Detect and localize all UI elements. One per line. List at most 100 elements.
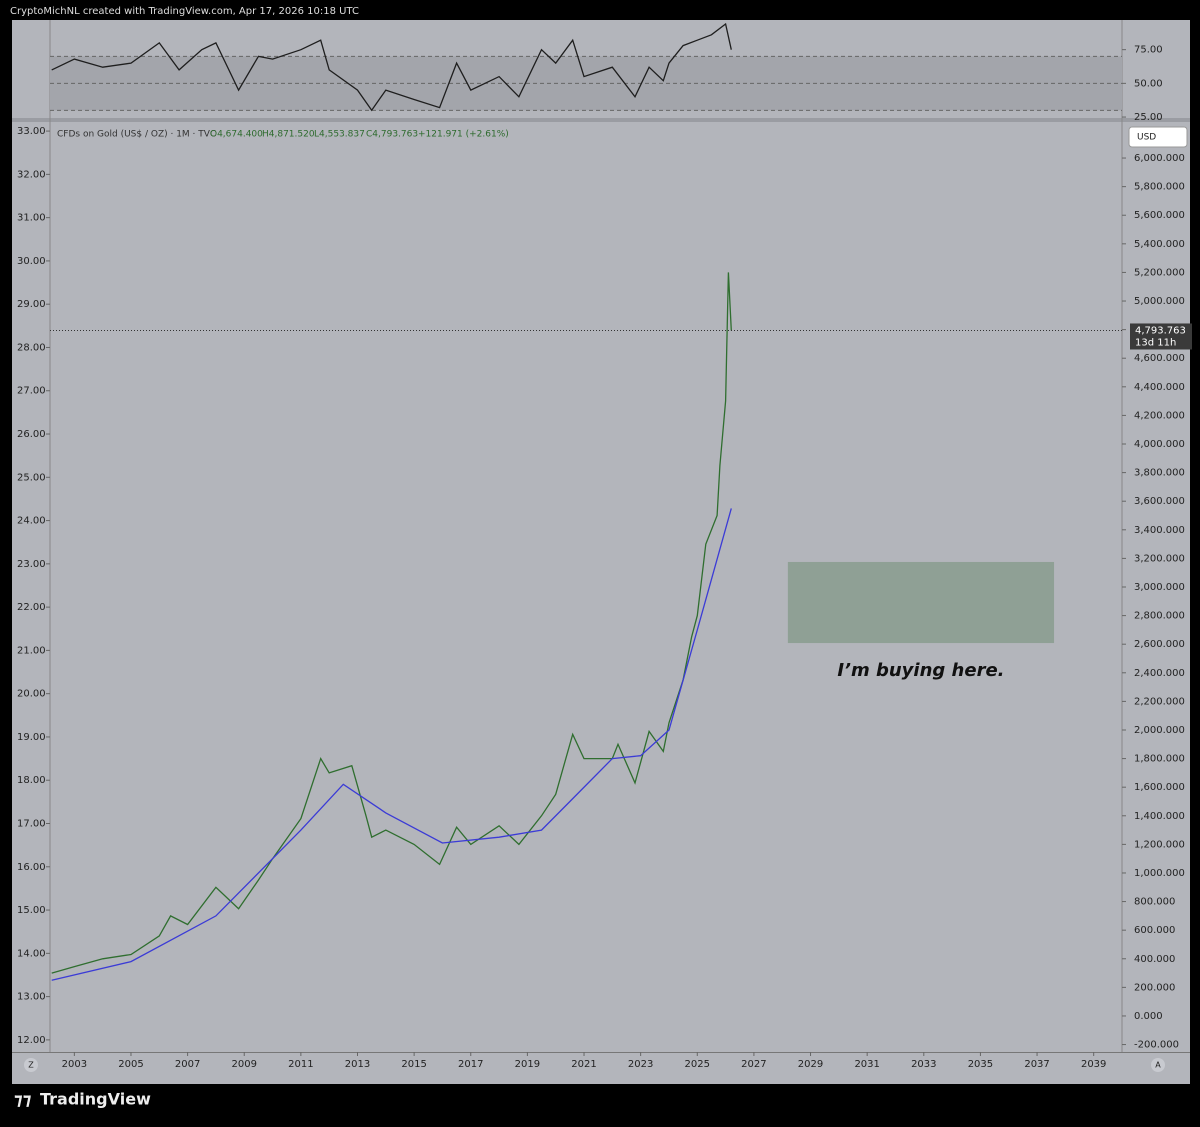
legend-low: L4,553.837 [314,130,365,140]
y2-tick-label: 33.00 [17,126,46,137]
y2-tick-label: 17.00 [17,819,46,830]
legend-high: H4,871.520 [262,130,315,140]
y2-tick-label: 26.00 [17,429,46,440]
y-tick-label: 25.00 [1134,112,1163,123]
x-tick-label: 2007 [175,1059,200,1070]
y-tick-label: 200.000 [1134,982,1175,993]
y-tick-label: 1,200.000 [1134,839,1185,850]
y2-tick-label: 14.00 [17,948,46,959]
y2-tick-label: 13.00 [17,992,46,1003]
button-a[interactable] [1151,1058,1165,1072]
button-z[interactable] [24,1058,38,1072]
currency-button[interactable] [1128,126,1188,148]
x-tick-label: 2029 [798,1059,823,1070]
x-tick-label: 2035 [968,1059,993,1070]
annotation: I’m buying here. [837,660,1004,681]
y2-tick-label: 29.00 [17,299,46,310]
x-tick-label: 2019 [515,1059,540,1070]
last-price-box [1130,323,1192,350]
y-tick-label: 50.00 [1134,78,1163,89]
x-tick-label: 2013 [345,1059,370,1070]
x-tick-label: 2025 [685,1059,710,1070]
y-tick-label: 2,400.000 [1134,668,1185,679]
zone [787,561,1055,644]
currency-label[interactable]: USD [1137,133,1156,143]
x-tick-label: 2039 [1081,1059,1106,1070]
x-tick-label: 2005 [118,1059,143,1070]
countdown-label: 13d 11h [1135,337,1176,348]
y-tick-label: 5,000.000 [1134,296,1185,307]
y-tick-label: 2,800.000 [1134,611,1185,622]
y2-tick-label: 32.00 [17,169,46,180]
y-tick-label: -200.000 [1134,1040,1179,1051]
y-tick-label: 4,600.000 [1134,353,1185,364]
y-tick-label: 3,200.000 [1134,553,1185,564]
chart-area [12,20,1190,1084]
y2-tick-label: 15.00 [17,905,46,916]
button-a-label[interactable]: A [1155,1061,1161,1070]
y2-tick-label: 19.00 [17,732,46,743]
y-tick-label: 400.000 [1134,954,1175,965]
y-tick-label: 4,000.000 [1134,439,1185,450]
y2-tick-label: 25.00 [17,472,46,483]
y-tick-label: 1,800.000 [1134,754,1185,765]
y2-tick-label: 18.00 [17,775,46,786]
legend-change: +121.971 (+2.61%) [418,130,509,140]
y-tick-label: 600.000 [1134,925,1175,936]
y-tick-label: 2,200.000 [1134,696,1185,707]
x-tick-label: 2021 [571,1059,596,1070]
y-tick-label: 1,400.000 [1134,811,1185,822]
y2-tick-label: 12.00 [17,1035,46,1046]
y-tick-label: 0.000 [1134,1011,1163,1022]
y2-tick-label: 21.00 [17,645,46,656]
legend-symbol: CFDs on Gold (US$ / OZ) · 1M · TVC [57,130,216,140]
y2-tick-label: 23.00 [17,559,46,570]
y-tick-label: 3,600.000 [1134,496,1185,507]
y2-tick-label: 30.00 [17,256,46,267]
y-tick-label: 1,600.000 [1134,782,1185,793]
y2-tick-label: 24.00 [17,516,46,527]
time-axis-line [12,1052,1190,1053]
series-line [51,508,732,981]
x-tick-label: 2031 [854,1059,879,1070]
y-tick-label: 2,600.000 [1134,639,1185,650]
y2-tick-label: 28.00 [17,342,46,353]
y-tick-label: 4,400.000 [1134,382,1185,393]
y2-tick-label: 16.00 [17,862,46,873]
x-tick-label: 2037 [1024,1059,1049,1070]
series-line [51,22,732,112]
y-tick-label: 5,800.000 [1134,182,1185,193]
y-tick-label: 3,800.000 [1134,468,1185,479]
y2-tick-label: 22.00 [17,602,46,613]
last-price-label: 4,793.763 [1135,325,1186,336]
pane-divider [12,118,1190,122]
y-tick-label: 5,200.000 [1134,267,1185,278]
x-tick-label: 2003 [62,1059,87,1070]
x-tick-label: 2027 [741,1059,766,1070]
x-tick-label: 2017 [458,1059,483,1070]
x-tick-label: 2011 [288,1059,313,1070]
y2-tick-label: 20.00 [17,689,46,700]
legend-close: C4,793.763 [366,130,418,140]
series-line [51,272,732,974]
logo-mark: ⁊⁊ [14,1090,31,1110]
y-tick-label: 6,000.000 [1134,153,1185,164]
y-tick-label: 75.00 [1134,45,1163,56]
y-tick-label: 1,000.000 [1134,868,1185,879]
y-tick-label: 5,600.000 [1134,210,1185,221]
x-tick-label: 2009 [232,1059,257,1070]
button-z-label[interactable]: Z [28,1061,34,1070]
y-tick-label: 4,200.000 [1134,410,1185,421]
y2-tick-label: 31.00 [17,213,46,224]
x-tick-label: 2023 [628,1059,653,1070]
footer-logo: TradingView [40,1090,151,1109]
legend-open: O4,674.400 [210,130,263,140]
y-tick-label: 5,400.000 [1134,239,1185,250]
y-tick-label: 800.000 [1134,897,1175,908]
x-tick-label: 2033 [911,1059,936,1070]
y-tick-label: 2,000.000 [1134,725,1185,736]
header: CryptoMichNL created with TradingView.co… [10,6,359,17]
y2-tick-label: 27.00 [17,386,46,397]
y-tick-label: 3,400.000 [1134,525,1185,536]
